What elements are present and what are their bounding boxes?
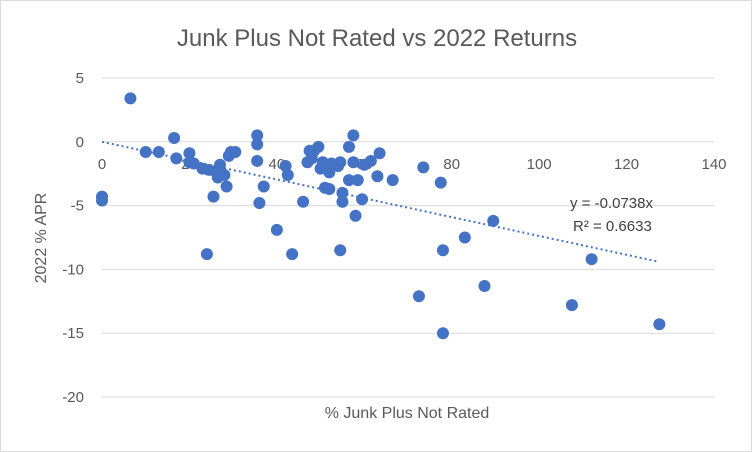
- data-points: [96, 92, 666, 340]
- x-tick-label: 140: [701, 156, 726, 173]
- y-tick-label: 5: [76, 70, 84, 87]
- data-point-69: [487, 214, 500, 227]
- data-point-24: [251, 138, 264, 151]
- data-point-72: [653, 318, 666, 331]
- x-axis-title: % Junk Plus Not Rated: [325, 405, 490, 422]
- gridlines: [102, 77, 714, 398]
- x-tick-label: 80: [443, 156, 460, 173]
- data-point-28: [270, 223, 283, 236]
- y-axis-title: 2022 % APR: [33, 193, 50, 284]
- data-point-46: [334, 156, 347, 169]
- data-point-23: [251, 129, 264, 142]
- data-point-53: [347, 156, 360, 169]
- data-point-54: [349, 209, 362, 222]
- x-tick-label: 120: [614, 156, 639, 173]
- data-point-71: [585, 253, 598, 266]
- data-point-65: [436, 244, 449, 257]
- data-point-9: [187, 157, 200, 170]
- trendline-equation: y = -0.0738x: [570, 195, 653, 212]
- data-point-64: [434, 176, 447, 189]
- data-point-67: [458, 231, 471, 244]
- data-point-60: [373, 147, 386, 160]
- data-point-63: [417, 161, 430, 174]
- data-point-68: [478, 279, 491, 292]
- data-point-32: [297, 195, 310, 208]
- data-point-59: [371, 170, 384, 183]
- data-point-50: [342, 140, 355, 153]
- data-point-16: [214, 158, 227, 171]
- data-point-47: [334, 244, 347, 257]
- data-point-61: [386, 174, 399, 187]
- data-point-30: [281, 168, 294, 181]
- data-point-18: [218, 168, 231, 181]
- data-point-58: [364, 154, 377, 167]
- x-tick-label: 100: [527, 156, 552, 173]
- data-point-5: [168, 131, 181, 144]
- data-point-51: [342, 174, 355, 187]
- data-point-31: [286, 248, 299, 261]
- data-point-55: [351, 174, 364, 187]
- data-point-13: [207, 190, 220, 203]
- y-tick-label: -10: [62, 261, 84, 278]
- data-point-2: [124, 92, 137, 105]
- data-point-62: [412, 290, 425, 303]
- y-tick-label: -5: [71, 198, 84, 215]
- data-point-37: [312, 140, 325, 153]
- data-point-1: [96, 194, 108, 207]
- data-point-3: [139, 146, 152, 159]
- data-point-7: [183, 147, 196, 160]
- y-tick-label: 0: [76, 134, 84, 151]
- y-tick-label: -20: [62, 389, 84, 406]
- data-point-11: [200, 248, 213, 261]
- data-point-25: [251, 154, 264, 167]
- data-point-27: [257, 180, 270, 193]
- data-point-19: [220, 180, 233, 193]
- data-point-56: [356, 193, 369, 206]
- data-point-26: [253, 197, 266, 210]
- data-point-70: [565, 299, 578, 312]
- data-point-48: [336, 186, 349, 199]
- data-point-22: [229, 146, 242, 159]
- data-point-66: [436, 327, 449, 340]
- data-point-4: [152, 146, 165, 159]
- data-point-6: [170, 152, 183, 165]
- y-tick-label: -15: [62, 325, 84, 342]
- y-axis-tick-labels: 5 0 -5 -10 -15 -20: [62, 70, 84, 406]
- data-point-49: [336, 195, 349, 208]
- trendline-r-squared: R² = 0.6633: [573, 218, 652, 235]
- data-point-43: [323, 183, 336, 196]
- x-tick-label: 0: [98, 156, 106, 173]
- data-point-52: [347, 129, 360, 142]
- chart-title: Junk Plus Not Rated vs 2022 Returns: [177, 25, 577, 52]
